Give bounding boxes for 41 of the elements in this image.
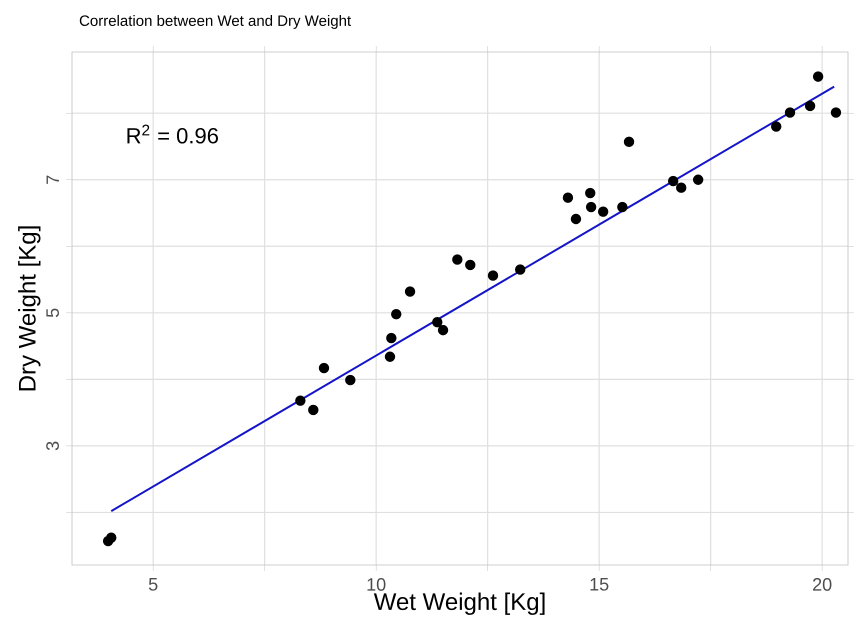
point [771,121,782,132]
point [830,107,842,118]
point [692,174,704,185]
point [784,107,796,118]
point [804,100,816,112]
point [676,182,686,193]
point [318,362,330,374]
point [452,254,463,265]
point [585,188,596,198]
point [586,202,596,212]
point [308,404,318,416]
point [488,270,498,281]
y-tick-label: 7 [46,176,59,184]
point [438,324,448,336]
x-tick-label: 15 [590,578,608,591]
point [465,260,476,270]
y-tick-label: 5 [46,308,59,318]
point [570,214,582,224]
point [404,286,416,297]
y-tick-label: 3 [46,442,59,450]
point [391,308,402,320]
x-tick-label: 5 [148,578,158,591]
point [617,202,628,212]
point [345,374,356,386]
point [386,332,397,344]
point [106,532,116,543]
point [562,192,574,203]
annotation: R$^{2}$ = 0.96 [127,124,218,144]
point [515,264,526,275]
point [668,176,678,186]
x-tick-label: 20 [813,578,832,591]
chart-title: Correlation between Wet and Dry Weight [80,14,351,29]
point [624,136,634,148]
x-tick-label: 10 [368,578,386,591]
point [295,395,306,406]
point [812,71,824,82]
x-axis-title: Wet Weight [Kg] [374,592,545,615]
point [432,316,442,328]
y-axis-title: Dry Weight [Kg] [18,226,40,390]
point [384,352,396,362]
point [598,206,608,217]
